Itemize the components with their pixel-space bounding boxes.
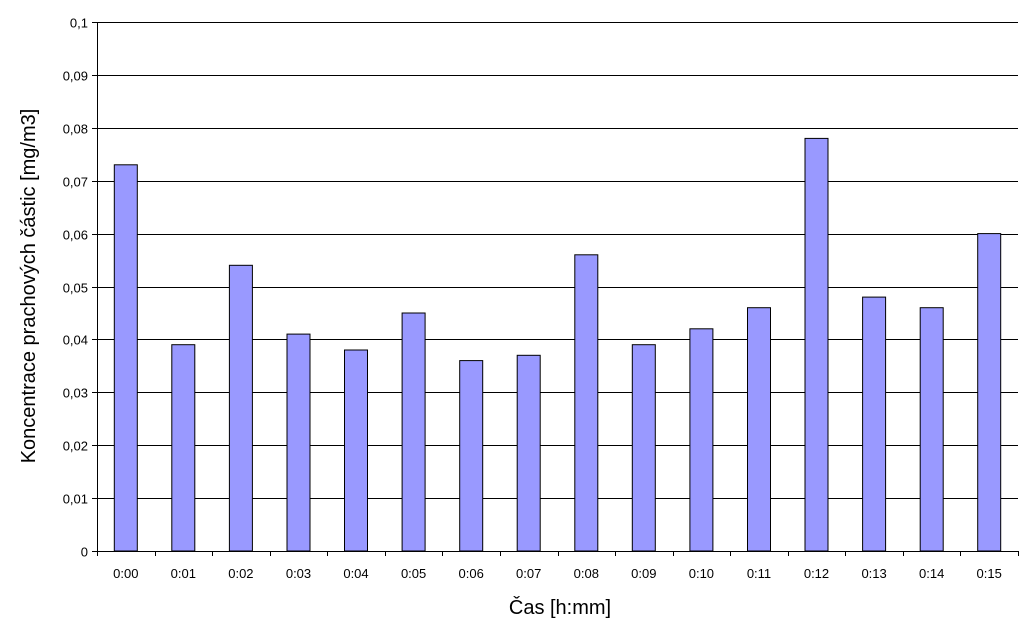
x-tick-label: 0:04 [343, 566, 368, 581]
y-tick-label: 0,08 [63, 122, 88, 137]
bar-0-13 [862, 296, 887, 552]
bar-0-08 [574, 254, 599, 552]
x-tick-label: 0:14 [919, 566, 944, 581]
x-axis-title: Čas [h:mm] [509, 596, 611, 619]
y-tick-label: 0,06 [63, 228, 88, 243]
x-tick-label: 0:10 [689, 566, 714, 581]
y-tick-label: 0,02 [63, 439, 88, 454]
x-tick-label: 0:09 [631, 566, 656, 581]
y-tick-label: 0,07 [63, 175, 88, 190]
y-tick-label: 0 [81, 545, 88, 560]
x-tick-label: 0:11 [747, 566, 771, 581]
bar-0-07 [516, 354, 541, 552]
x-tick-label: 0:00 [113, 566, 138, 581]
bars [113, 137, 1002, 552]
y-tick-label: 0,05 [63, 281, 88, 296]
x-tick-label: 0:15 [977, 566, 1002, 581]
x-tick-label: 0:05 [401, 566, 426, 581]
bar-0-01 [171, 344, 196, 552]
bar-0-00 [113, 164, 138, 552]
x-tick-label: 0:06 [459, 566, 484, 581]
bar-0-03 [286, 333, 311, 552]
axes [92, 22, 1019, 556]
bar-0-11 [747, 307, 771, 552]
x-tick-label: 0:12 [804, 566, 829, 581]
bar-0-06 [459, 360, 484, 552]
x-tick-label: 0:02 [228, 566, 253, 581]
y-tick-label: 0,09 [63, 69, 88, 84]
y-tick-label: 0,03 [63, 386, 88, 401]
bar-0-04 [344, 349, 368, 552]
x-tick-label: 0:03 [286, 566, 311, 581]
bar-0-05 [401, 312, 426, 552]
x-tick-label: 0:01 [171, 566, 196, 581]
x-tick-label: 0:08 [574, 566, 599, 581]
bar-0-12 [804, 137, 829, 552]
bar-0-10 [689, 328, 714, 552]
bar-0-09 [631, 344, 656, 552]
y-tick-label: 0,04 [63, 333, 88, 348]
x-tick-label: 0:07 [516, 566, 541, 581]
x-tick-labels: 0:00 0:01 0:02 0:03 0:04 0:05 0:06 0:07 0:08 0:09… [113, 566, 1002, 581]
y-tick-label: 0,1 [70, 16, 88, 31]
y-tick-labels: 0 0,01 0,02 0,03 0,04 0,05 0,06 0,07 0,08 0,09 0,1 [63, 16, 88, 560]
x-tick-label: 0:13 [861, 566, 886, 581]
y-tick-label: 0,01 [63, 492, 88, 507]
bar-0-02 [228, 264, 253, 552]
y-axis-title: Koncentrace prachových částic [mg/m3] [18, 109, 40, 464]
bar-0-15 [977, 233, 1002, 552]
bar-0-14 [919, 307, 944, 552]
